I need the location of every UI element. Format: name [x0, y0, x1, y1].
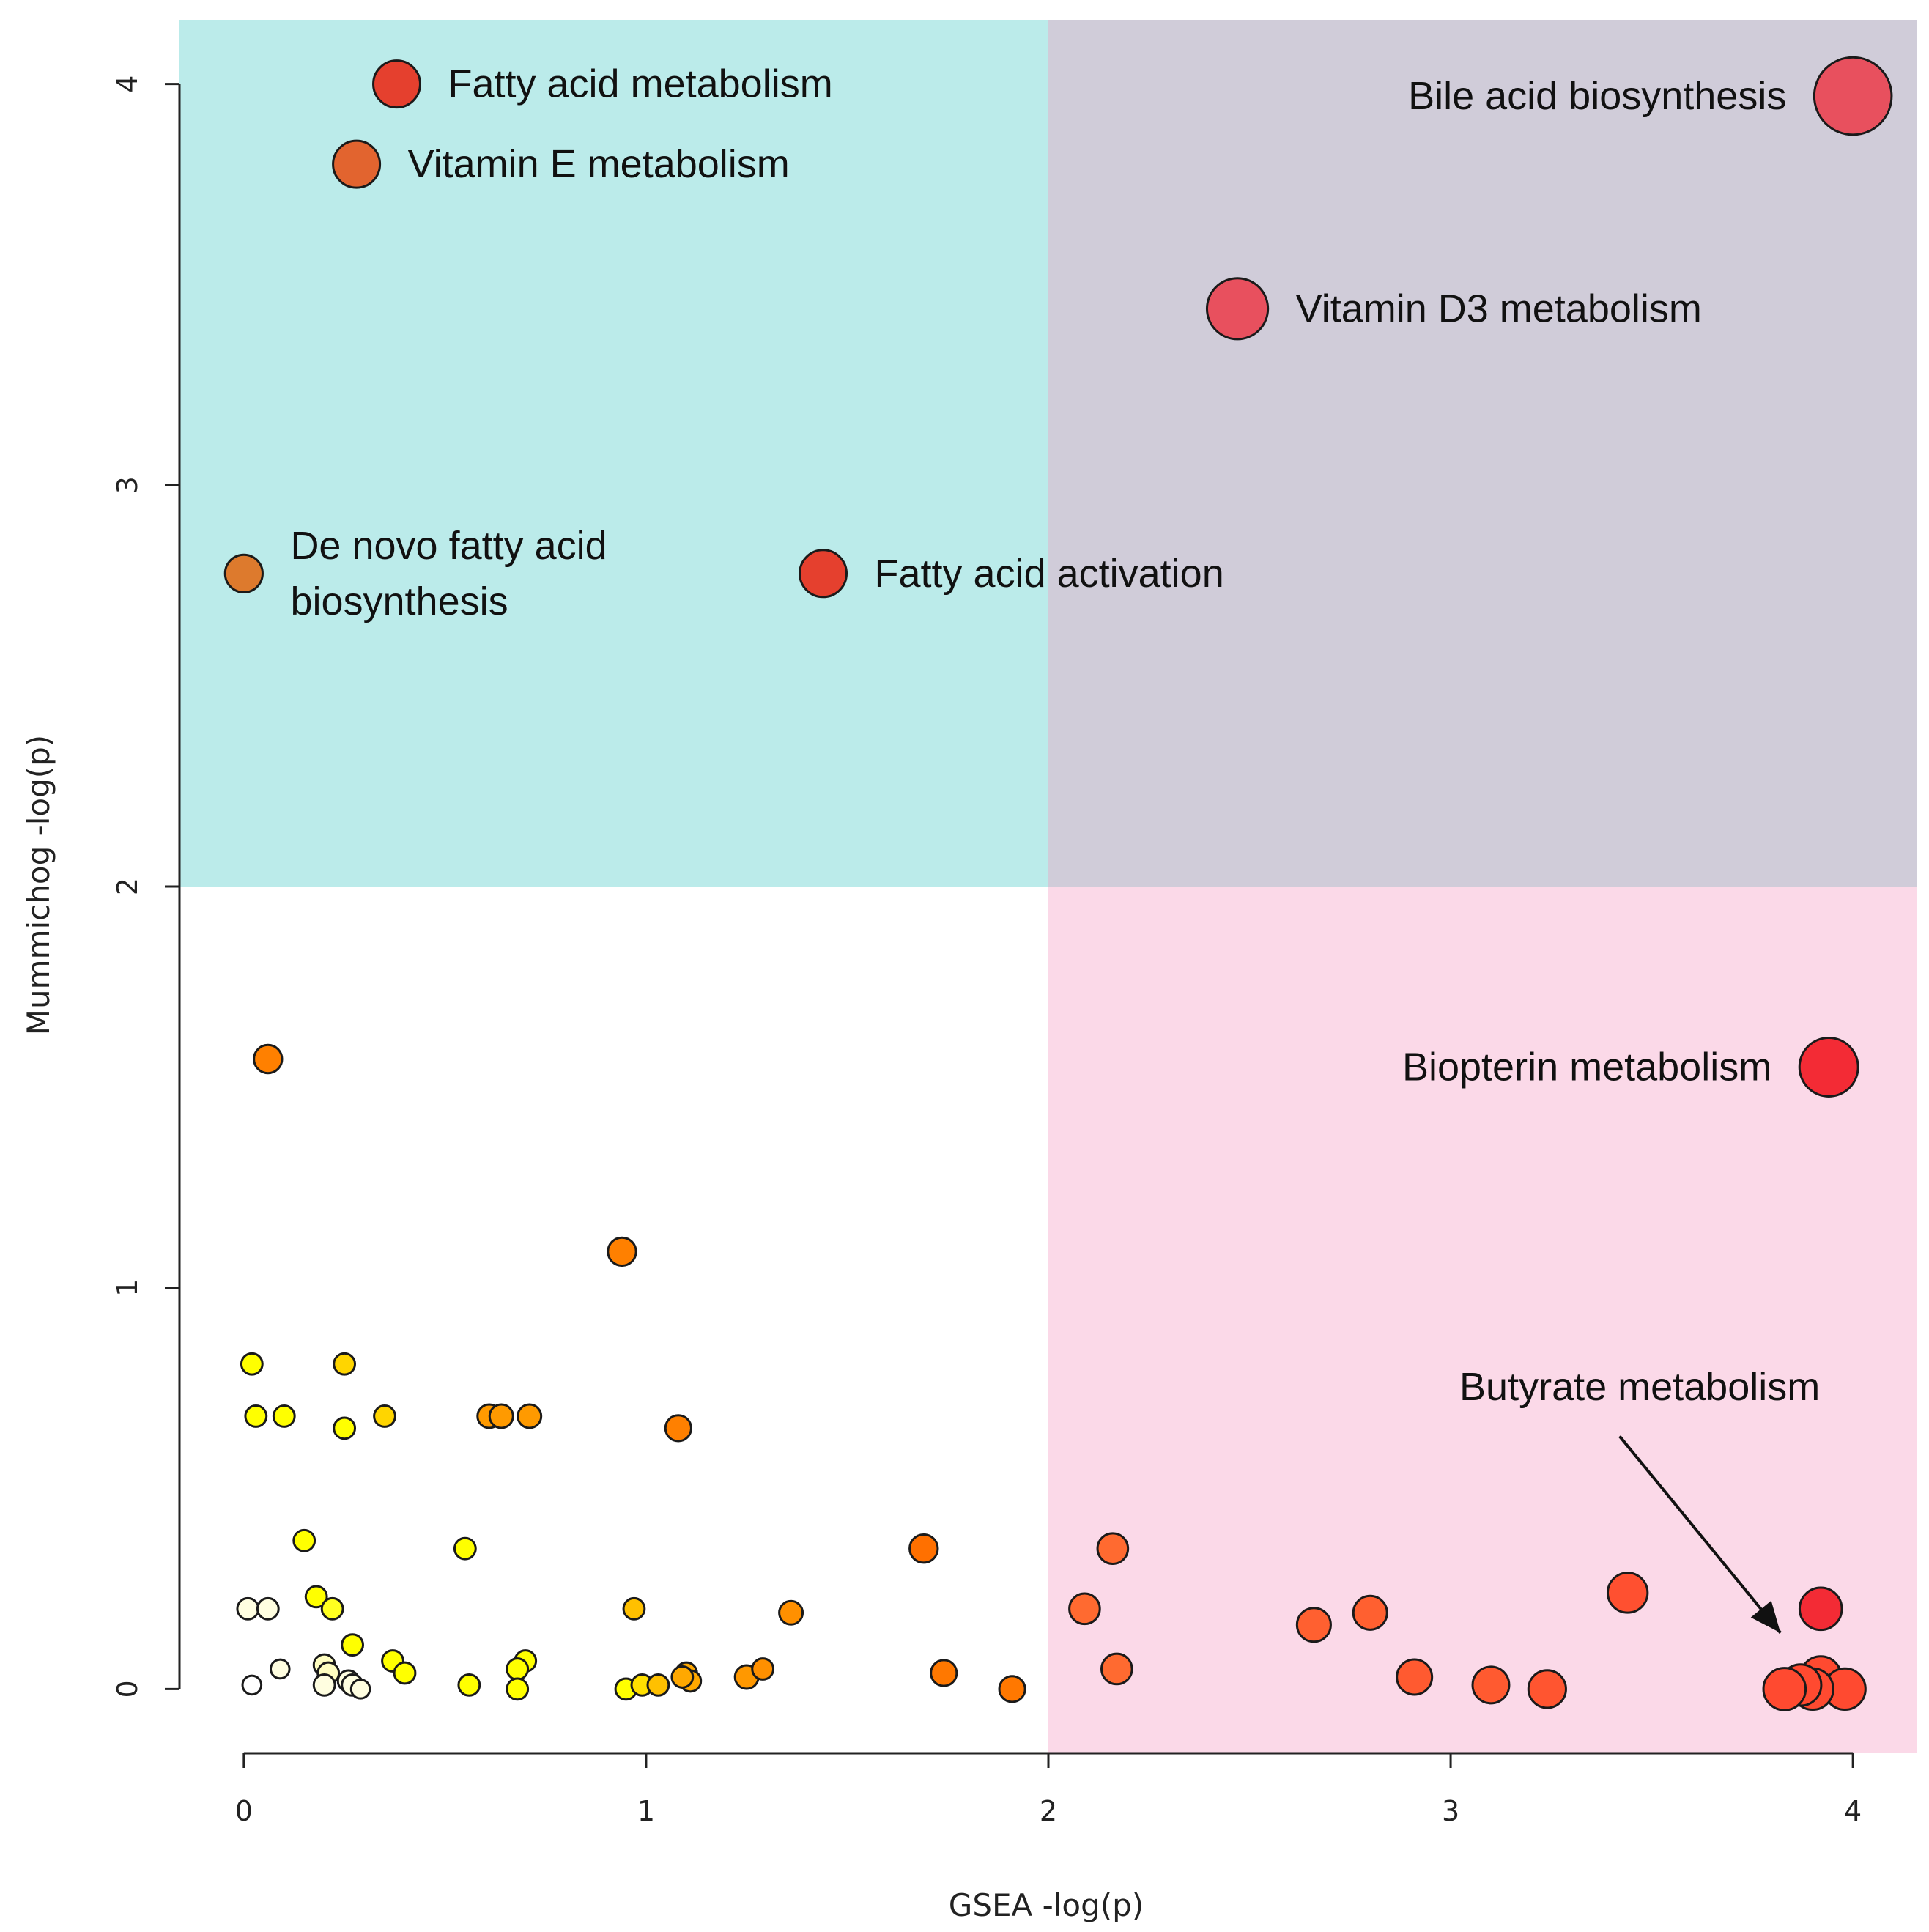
data-point [1606, 1572, 1649, 1614]
data-point [236, 1596, 260, 1621]
data-point [304, 1585, 328, 1609]
x-tick-label: 1 [637, 1795, 655, 1827]
y-tick-label: 3 [111, 476, 144, 494]
quadrant-top-right [1048, 20, 1917, 887]
y-axis-title: Mummichog -log(p) [21, 735, 56, 1035]
data-point [269, 1658, 291, 1680]
labeled-data-point [223, 553, 264, 593]
data-point [1471, 1665, 1511, 1705]
data-point [333, 1352, 357, 1376]
data-point [244, 1404, 268, 1428]
data-point [664, 1414, 692, 1443]
data-point [1396, 1658, 1434, 1696]
data-point [341, 1633, 365, 1657]
point-label: Biopterin metabolism [1402, 1045, 1771, 1089]
data-point [240, 1352, 264, 1376]
data-point [292, 1528, 316, 1552]
data-point [998, 1675, 1026, 1703]
labeled-data-point [372, 59, 421, 109]
annotation-arrow-line [1618, 1435, 1782, 1634]
data-point [320, 1596, 344, 1621]
data-point [1068, 1592, 1101, 1626]
point-label: Bile acid biosynthesis [1408, 74, 1786, 118]
y-tick-label: 0 [111, 1680, 144, 1698]
labeled-data-point [332, 139, 382, 189]
labeled-data-point [799, 549, 848, 599]
data-point [488, 1403, 514, 1429]
data-point [312, 1673, 336, 1697]
y-tick-label: 2 [111, 878, 144, 895]
data-point [908, 1533, 939, 1564]
annotation-label: Butyrate metabolism [1459, 1365, 1820, 1409]
data-point [457, 1673, 481, 1697]
data-point [1798, 1586, 1843, 1632]
point-label: Vitamin E metabolism [408, 142, 790, 186]
x-axis-title: GSEA -log(p) [949, 1887, 1144, 1923]
x-tick-label: 3 [1442, 1795, 1459, 1827]
point-label: De novo fatty acid biosynthesis [290, 524, 607, 623]
data-point [349, 1679, 371, 1700]
data-point [373, 1404, 396, 1428]
quadrant-top-left [179, 20, 1048, 887]
x-tick-label: 2 [1040, 1795, 1057, 1827]
data-point [1352, 1594, 1388, 1631]
labeled-data-point [1205, 277, 1270, 341]
point-label: Fatty acid metabolism [448, 62, 833, 106]
labeled-data-point [1798, 1036, 1859, 1098]
data-point [253, 1043, 284, 1075]
data-point [453, 1536, 477, 1561]
data-point [272, 1404, 296, 1428]
data-point [241, 1674, 263, 1696]
x-tick-label: 0 [235, 1795, 253, 1827]
point-label: Fatty acid activation [875, 552, 1224, 596]
data-point [333, 1416, 357, 1440]
point-label: Vitamin D3 metabolism [1296, 286, 1702, 330]
data-point [1527, 1669, 1567, 1709]
data-point [1096, 1532, 1130, 1565]
data-point [517, 1403, 543, 1429]
data-point [1295, 1607, 1332, 1643]
data-point [393, 1661, 417, 1685]
labeled-data-point [1813, 56, 1893, 136]
data-point [670, 1665, 695, 1689]
quadrant-bottom-right [1048, 887, 1917, 1753]
data-point [622, 1596, 646, 1621]
data-point [607, 1236, 637, 1267]
x-tick-label: 4 [1844, 1795, 1862, 1827]
data-point [1100, 1652, 1133, 1686]
y-tick-label: 1 [111, 1279, 144, 1297]
data-point [1762, 1667, 1807, 1711]
data-point [646, 1673, 670, 1697]
data-point [778, 1599, 804, 1626]
y-tick-label: 4 [111, 75, 144, 93]
data-point [256, 1596, 280, 1621]
data-point [751, 1657, 775, 1681]
annotation-arrow-head [1750, 1600, 1781, 1633]
data-point [506, 1657, 530, 1681]
data-point [506, 1677, 530, 1701]
data-point [930, 1659, 958, 1687]
